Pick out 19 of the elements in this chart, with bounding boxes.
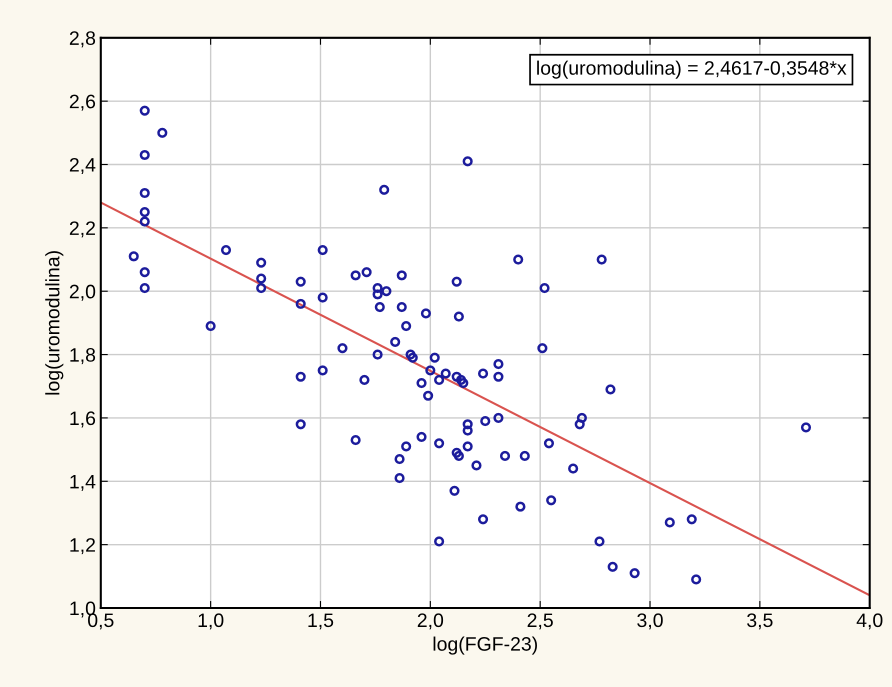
y-tick-label: 2,2 xyxy=(70,221,95,238)
y-tick-label: 1,8 xyxy=(70,348,96,364)
y-tick-label: 1,2 xyxy=(70,538,95,554)
x-axis-title: log(FGF-23) xyxy=(434,636,537,655)
y-axis-title: log(uromodulina) xyxy=(45,251,64,395)
x-tick-label: 2,0 xyxy=(418,613,444,630)
y-tick-label: 2,6 xyxy=(70,94,96,111)
x-tick-label: 3,5 xyxy=(747,613,773,630)
x-tick-label: 2,5 xyxy=(528,613,553,630)
x-tick-label: 1,0 xyxy=(198,613,224,630)
y-tick-label: 2,8 xyxy=(70,31,96,48)
y-tick-label: 1,4 xyxy=(70,474,96,491)
y-tick-label: 2,4 xyxy=(70,158,96,174)
annotation: log(uromodulina) = 2,4617-0,3548*x xyxy=(537,60,846,79)
y-tick-label: 2,0 xyxy=(70,284,96,301)
x-tick-label: 4,0 xyxy=(856,613,882,630)
x-tick-label: 3,0 xyxy=(637,613,663,630)
x-tick-label: 1,5 xyxy=(308,614,334,630)
y-tick-label: 1,6 xyxy=(70,411,96,428)
